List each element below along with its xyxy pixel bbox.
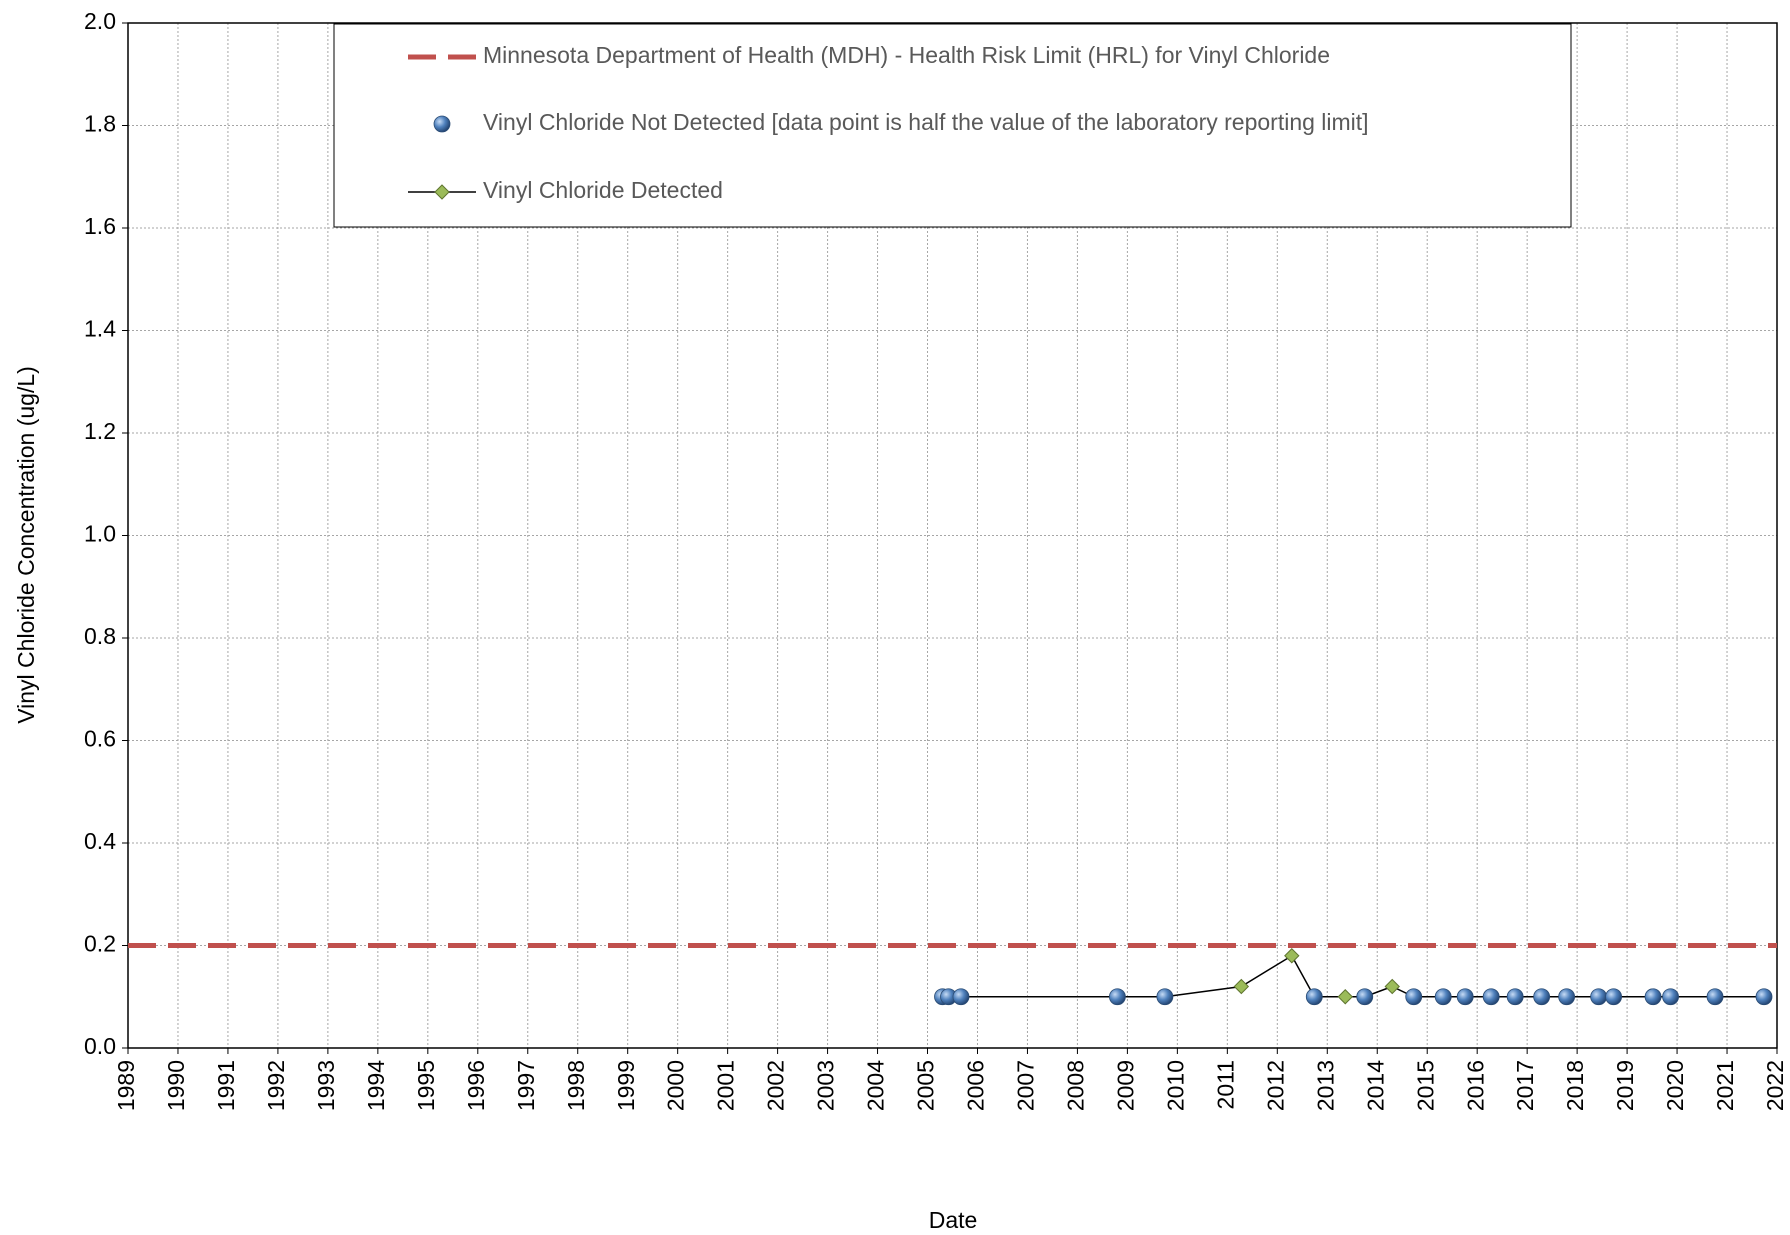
x-tick-label: 1999 xyxy=(613,1060,639,1111)
sample-line xyxy=(942,954,1765,998)
x-tick-label: 2003 xyxy=(813,1060,839,1111)
y-tick-label: 0.0 xyxy=(84,1033,116,1059)
x-tick-label: 1990 xyxy=(163,1060,189,1111)
y-tick-label: 1.0 xyxy=(84,521,116,547)
legend-label: Minnesota Department of Health (MDH) - H… xyxy=(483,42,1330,68)
not-detected-marker xyxy=(1109,988,1126,1006)
not-detected-marker xyxy=(1156,988,1174,1006)
x-tick-label: 2022 xyxy=(1762,1060,1788,1111)
y-tick-label: 0.2 xyxy=(84,931,116,957)
y-tick-label: 1.8 xyxy=(84,111,116,137)
not-detected-marker xyxy=(1456,988,1474,1006)
x-tick-label: 2020 xyxy=(1662,1060,1688,1111)
x-tick-label: 2002 xyxy=(763,1060,789,1111)
not-detected-marker xyxy=(1590,988,1608,1006)
x-tick-label: 1994 xyxy=(363,1060,389,1111)
legend-swatch xyxy=(434,184,450,200)
x-tick-label: 1997 xyxy=(513,1060,539,1111)
not-detected-marker xyxy=(1482,988,1500,1006)
detected-marker xyxy=(1337,989,1353,1005)
x-tick-label: 1992 xyxy=(263,1060,289,1111)
y-tick-label: 1.2 xyxy=(84,418,116,444)
not-detected-marker xyxy=(1533,988,1551,1006)
y-tick-label: 1.6 xyxy=(84,213,116,239)
x-tick-label: 2012 xyxy=(1262,1060,1288,1111)
x-tick-label: 2017 xyxy=(1512,1060,1538,1111)
x-tick-label: 2019 xyxy=(1612,1060,1638,1111)
x-tick-label: 1991 xyxy=(213,1060,239,1111)
not-detected-marker xyxy=(1558,988,1576,1006)
not-detected-marker xyxy=(952,988,970,1006)
x-tick-label: 2000 xyxy=(663,1060,689,1111)
x-tick-label: 2016 xyxy=(1462,1060,1488,1111)
x-tick-label: 2004 xyxy=(863,1060,889,1111)
not-detected-marker xyxy=(1305,988,1323,1006)
x-tick-label: 2011 xyxy=(1212,1060,1238,1109)
x-tick-label: 2001 xyxy=(713,1060,739,1111)
x-tick-label: 2008 xyxy=(1063,1060,1089,1111)
x-tick-label: 2010 xyxy=(1162,1060,1188,1111)
not-detected-marker xyxy=(1506,988,1524,1006)
x-tick-label: 1989 xyxy=(113,1060,139,1111)
y-tick-label: 0.6 xyxy=(84,726,116,752)
not-detected-marker xyxy=(1356,988,1374,1006)
not-detected-marker xyxy=(1644,988,1662,1006)
not-detected-marker xyxy=(1662,988,1679,1006)
x-axis-label: Date xyxy=(929,1207,978,1233)
x-tick-label: 2005 xyxy=(913,1060,939,1111)
x-tick-label: 2006 xyxy=(963,1060,989,1111)
not-detected-marker xyxy=(1706,988,1724,1006)
x-tick-label: 1998 xyxy=(563,1060,589,1111)
y-tick-label: 0.8 xyxy=(84,623,116,649)
legend-label: Vinyl Chloride Detected xyxy=(483,177,723,203)
y-tick-label: 1.4 xyxy=(84,316,116,342)
plot-frame xyxy=(127,22,1778,1049)
x-tick-label: 2009 xyxy=(1112,1060,1138,1111)
legend-label: Vinyl Chloride Not Detected [data point … xyxy=(483,109,1369,135)
y-tick-label: 0.4 xyxy=(84,828,116,854)
legend-swatch xyxy=(433,115,451,133)
y-tick-label: 2.0 xyxy=(84,8,116,34)
not-detected-marker xyxy=(1405,988,1423,1006)
y-axis-label: Vinyl Chloride Concentration (ug/L) xyxy=(13,366,39,724)
x-tick-label: 2013 xyxy=(1312,1060,1338,1111)
not-detected-marker xyxy=(1605,988,1622,1006)
x-tick-label: 1995 xyxy=(413,1060,439,1111)
x-tick-label: 2018 xyxy=(1562,1060,1588,1111)
not-detected-marker xyxy=(1755,988,1773,1006)
x-tick-label: 1996 xyxy=(463,1060,489,1111)
x-tick-label: 2015 xyxy=(1412,1060,1438,1111)
detected-marker xyxy=(1384,978,1400,995)
x-tick-label: 2007 xyxy=(1013,1060,1039,1111)
x-tick-label: 1993 xyxy=(313,1060,339,1111)
detected-marker xyxy=(1284,948,1300,964)
x-tick-label: 2014 xyxy=(1362,1060,1388,1111)
legend-box xyxy=(333,23,1572,228)
detected-marker xyxy=(1233,978,1250,995)
not-detected-marker xyxy=(1434,988,1452,1006)
x-tick-label: 2021 xyxy=(1712,1060,1738,1111)
